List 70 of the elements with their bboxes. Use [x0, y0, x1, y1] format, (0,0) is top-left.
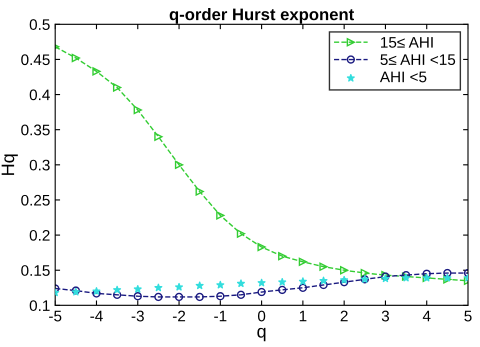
x-tick-label: -4: [90, 310, 103, 322]
point: [257, 288, 266, 296]
point: [319, 280, 328, 290]
point: [134, 292, 142, 300]
legend-label: 15≤ AHI: [381, 37, 433, 48]
point: [154, 292, 163, 302]
point: [216, 292, 224, 300]
point: [443, 274, 452, 282]
y-tick-label: 0.5: [30, 19, 50, 30]
point: [174, 160, 184, 169]
y-tick-label: 0.45: [21, 54, 50, 66]
point: [196, 292, 204, 302]
x-tick-label: 5: [464, 310, 472, 322]
point: [278, 252, 286, 260]
point: [196, 187, 204, 196]
point: [258, 278, 266, 286]
point: [319, 262, 328, 271]
point: [72, 54, 80, 62]
point: [278, 286, 286, 294]
y-tick-label: 0.25: [21, 194, 50, 206]
y-tick-label: 0.2: [30, 230, 50, 241]
y-tick-label: 0.35: [21, 124, 50, 136]
point: [134, 106, 142, 114]
point: [298, 277, 307, 285]
point: [320, 276, 328, 284]
point: [216, 211, 224, 220]
x-axis-title: q: [257, 328, 266, 342]
point: [113, 286, 122, 294]
point: [92, 287, 100, 295]
x-tick-label: 4: [422, 310, 431, 322]
x-tick-label: 2: [340, 310, 348, 322]
point: [236, 279, 245, 288]
point: [134, 285, 142, 293]
x-tick-label: -2: [172, 310, 186, 322]
point: [236, 230, 246, 238]
point: [298, 284, 308, 292]
point: [112, 83, 122, 92]
point: [340, 266, 348, 274]
point: [278, 278, 286, 286]
point: [216, 280, 224, 288]
point: [340, 276, 348, 284]
x-tick-label: -3: [132, 310, 144, 322]
x-tick-label: -1: [214, 310, 226, 322]
y-tick-label: 0.4: [30, 89, 50, 100]
point: [298, 258, 308, 266]
point: [175, 282, 184, 291]
point: [236, 290, 246, 299]
x-tick-label: -5: [49, 310, 62, 322]
point: [257, 242, 266, 252]
y-axis-title: Hq: [2, 154, 18, 175]
y-tick-label: 0.3: [30, 160, 50, 171]
chart-title: q-order Hurst exponent: [170, 8, 354, 24]
x-tick-label: 1: [300, 310, 306, 322]
point: [154, 132, 163, 141]
point: [340, 278, 348, 286]
point: [174, 292, 184, 302]
point: [443, 275, 452, 284]
point: [443, 268, 452, 278]
point: [154, 284, 162, 292]
y-tick-label: 0.1: [30, 300, 50, 312]
legend-label: AHI <5: [380, 72, 426, 82]
point: [92, 289, 101, 298]
point: [112, 290, 122, 299]
legend-label: 5≤ AHI <15: [380, 54, 456, 66]
point: [92, 67, 101, 76]
x-tick-label: 0: [258, 310, 266, 322]
y-tick-label: 0.15: [21, 265, 50, 276]
point: [196, 282, 204, 290]
x-tick-label: 3: [382, 310, 390, 322]
point: [360, 268, 369, 278]
